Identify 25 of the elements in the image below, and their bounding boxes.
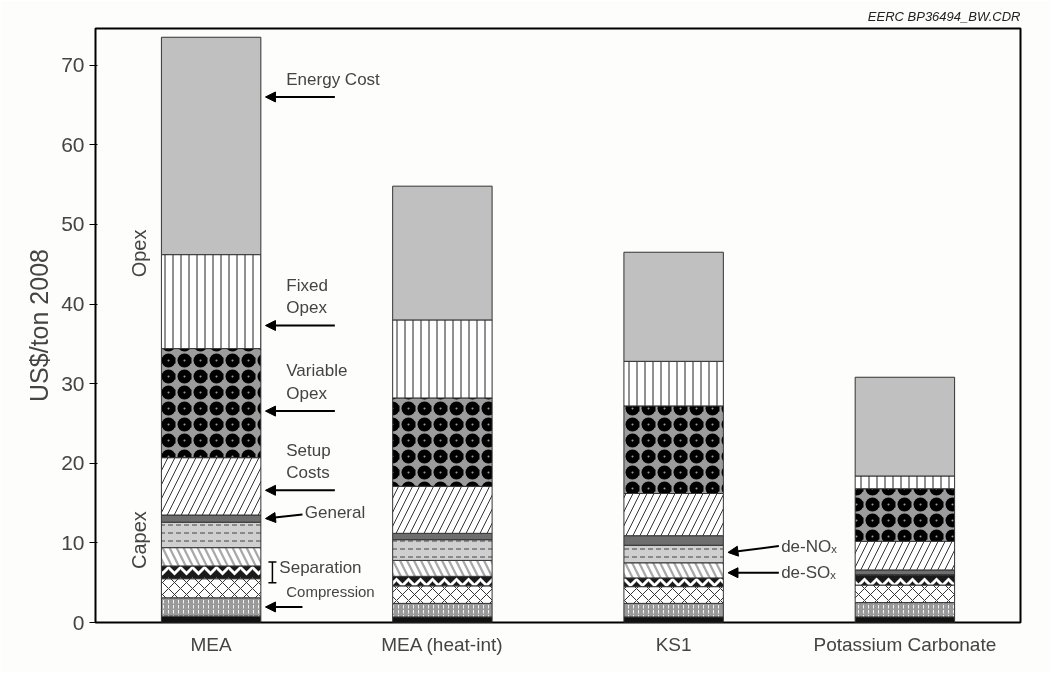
annotation: Capex xyxy=(127,511,150,569)
y-tick-label: 60 xyxy=(61,132,85,156)
y-tick-label: 30 xyxy=(61,371,85,395)
y-axis-title: US$/ton 2008 xyxy=(25,249,54,402)
y-tick-label: 10 xyxy=(61,530,85,554)
x-tick-label: KS1 xyxy=(655,633,692,655)
annotation: General xyxy=(304,502,366,522)
y-tick-label: 70 xyxy=(61,53,85,77)
annotation: de-NOₓ xyxy=(781,536,838,556)
y-tick-label: 40 xyxy=(61,292,85,315)
x-tick-label: MEA xyxy=(190,633,233,655)
x-tick-label: Potassium Carbonate xyxy=(813,633,997,655)
annotation: Fixed Opex xyxy=(286,275,328,318)
x-tick-label: MEA (heat-int) xyxy=(381,633,503,655)
annotation: Separation xyxy=(279,558,362,578)
annotation: de-SOₓ xyxy=(781,563,837,583)
annotation: Setup Costs xyxy=(286,440,331,483)
y-tick-label: 20 xyxy=(61,451,85,475)
annotation: Energy Cost xyxy=(286,69,381,89)
annotation: Variable Opex xyxy=(286,361,348,404)
y-tick-label: 50 xyxy=(61,212,85,236)
annotation: Opex xyxy=(127,229,150,278)
text: EERC BP36494_BW.CDR xyxy=(867,8,1021,24)
y-tick-label: 0 xyxy=(72,610,85,634)
annotation: Compression xyxy=(286,583,375,601)
